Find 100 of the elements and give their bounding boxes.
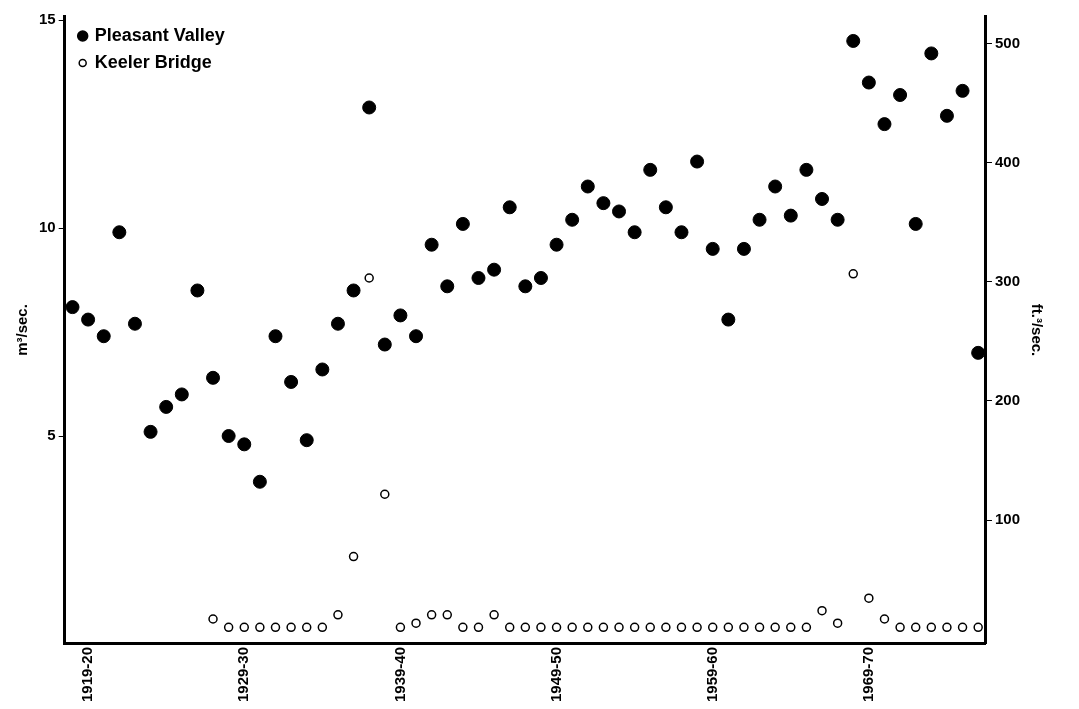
point: [723, 622, 734, 633]
x-tick-label: 1959-60: [702, 646, 720, 703]
point: [877, 117, 892, 132]
point: [643, 162, 658, 177]
point: [333, 610, 343, 620]
point: [658, 200, 673, 215]
point: [533, 270, 548, 285]
point: [81, 312, 96, 327]
point: [65, 300, 80, 315]
point: [268, 329, 283, 344]
point: [504, 622, 515, 633]
point: [721, 312, 736, 327]
point: [206, 370, 221, 385]
y-axis-title: m³/sec.: [13, 304, 31, 356]
point: [596, 196, 611, 211]
point: [739, 622, 749, 633]
x-tick-label: 1949-50: [546, 646, 564, 703]
point: [801, 622, 812, 633]
y-tick-label: 15: [39, 10, 56, 28]
point: [393, 308, 408, 323]
point: [299, 433, 314, 448]
point: [458, 622, 468, 633]
point: [223, 622, 234, 633]
point: [786, 622, 796, 633]
point: [377, 337, 392, 352]
point: [783, 208, 798, 223]
point: [942, 622, 952, 633]
point: [284, 374, 299, 389]
point: [409, 329, 424, 344]
point: [426, 610, 437, 620]
point: [957, 622, 968, 633]
y-tick-label: 5: [47, 426, 56, 444]
point: [174, 387, 189, 402]
point: [924, 46, 939, 61]
point: [286, 622, 296, 633]
point: [536, 622, 546, 633]
point: [754, 622, 765, 633]
point: [565, 212, 580, 227]
point: [690, 154, 705, 169]
point: [471, 270, 486, 285]
x-tick-label: 1929-30: [234, 646, 252, 703]
point: [676, 622, 687, 633]
point: [768, 179, 783, 194]
point: [237, 437, 252, 452]
point: [520, 622, 531, 633]
legend-label: Keeler Bridge: [94, 51, 212, 72]
y2-tick-label: 100: [994, 510, 1020, 528]
x-tick-label: 1919-20: [78, 646, 96, 703]
point: [908, 216, 923, 231]
point: [645, 622, 655, 633]
point: [440, 279, 455, 294]
y2-tick-label: 500: [994, 33, 1020, 51]
point: [549, 237, 564, 252]
point: [893, 88, 908, 103]
point: [612, 204, 627, 219]
point: [598, 622, 609, 633]
point: [848, 269, 858, 279]
point: [455, 216, 470, 231]
point: [583, 622, 593, 633]
point: [939, 108, 954, 123]
point: [832, 618, 843, 628]
point: [270, 622, 281, 633]
point: [736, 241, 751, 256]
point: [674, 225, 689, 240]
point: [190, 283, 205, 298]
y2-tick-label: 200: [994, 391, 1020, 409]
point: [580, 179, 595, 194]
point: [112, 225, 127, 240]
point: [627, 225, 642, 240]
point: [799, 162, 814, 177]
point: [864, 593, 874, 603]
point: [362, 100, 377, 115]
y-tick-label: 10: [39, 218, 56, 236]
point: [614, 622, 624, 633]
point: [252, 474, 267, 489]
point: [895, 622, 905, 633]
point: [208, 614, 218, 624]
point: [661, 622, 671, 633]
point: [317, 622, 328, 633]
point: [380, 489, 390, 499]
point: [487, 262, 502, 277]
point: [489, 610, 499, 620]
point: [301, 622, 312, 633]
point: [502, 200, 517, 215]
point: [315, 362, 330, 377]
y2-axis-title: ft.³/sec.: [1028, 303, 1046, 357]
point: [239, 622, 250, 633]
x-tick-label: 1969-70: [859, 646, 876, 703]
point: [770, 622, 780, 633]
y2-tick-label: 300: [994, 271, 1020, 289]
point: [752, 212, 767, 227]
point: [411, 618, 421, 628]
point: [910, 622, 921, 633]
point: [926, 622, 937, 633]
point: [629, 622, 640, 633]
point: [221, 429, 236, 444]
point: [846, 33, 861, 48]
point: [348, 551, 359, 562]
point: [815, 191, 830, 206]
point: [879, 614, 890, 624]
